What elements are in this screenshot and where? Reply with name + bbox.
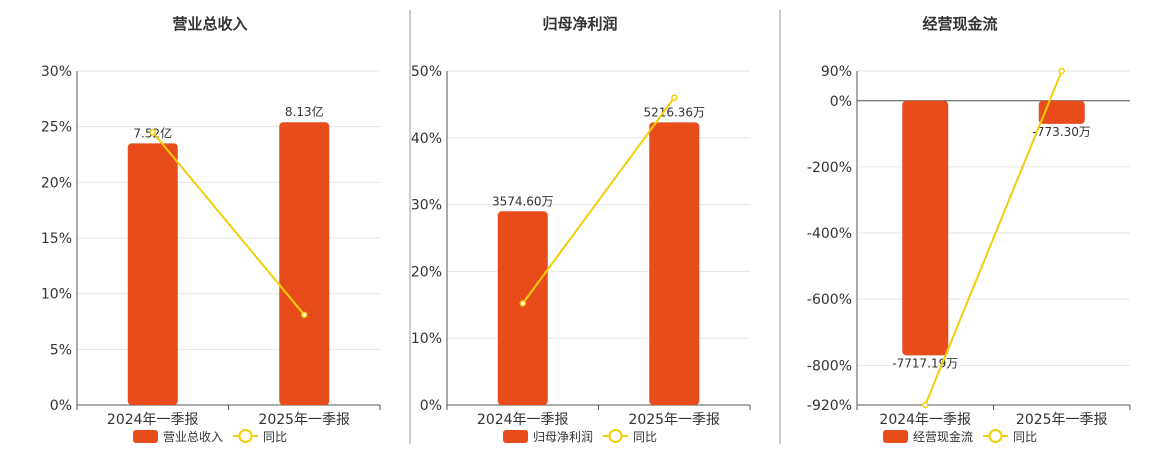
bar [127,143,178,405]
y-tick-label: -920% [807,398,852,414]
bar-data-label: -773.30万 [1033,125,1091,139]
yoy-line [924,70,1063,406]
legend-label: 同比 [633,430,657,444]
y-tick-label: 15% [41,231,72,247]
x-category-label: 2024年一季报 [107,412,199,428]
yoy-line [151,131,306,316]
y-tick-label: 30% [41,64,72,80]
y-tick-label: 10% [411,331,442,347]
bar [902,100,949,356]
legend-line-marker [238,429,253,443]
y-tick-label: -800% [807,358,852,374]
legend-label: 经营现金流 [913,429,973,444]
legend-label: 同比 [1013,430,1037,444]
chart-title: 营业总收入 [172,15,247,33]
x-category-label: 2024年一季报 [879,412,971,428]
legend-bar-swatch [133,430,158,443]
bar-data-label: 3574.60万 [492,194,554,208]
bar-data-label: 8.13亿 [285,104,324,119]
yoy-point [301,311,308,319]
legend-bar-swatch [503,430,528,443]
yoy-point [671,94,678,101]
x-category-label: 2024年一季报 [477,412,569,428]
legend-bar-swatch [883,430,908,443]
y-tick-label: 40% [411,131,442,147]
x-category-label: 2025年一季报 [258,412,350,428]
y-tick-label: 0% [50,398,72,414]
y-tick-label: 5% [50,342,72,358]
y-tick-label: 30% [411,198,442,214]
y-tick-label: 0% [420,398,442,414]
y-tick-label: -200% [807,160,852,176]
legend-label: 同比 [263,430,287,444]
yoy-line [521,97,676,305]
x-category-label: 2025年一季报 [628,412,720,428]
bar [497,211,548,405]
yoy-point [149,128,156,136]
y-tick-label: 90% [821,64,852,80]
y-tick-label: -400% [807,226,852,242]
bar [649,122,700,405]
legend-line-marker [608,429,623,443]
y-tick-label: -600% [807,292,852,308]
y-tick-label: 25% [41,120,72,136]
bar-data-label: 5216.36万 [643,105,705,119]
legend-label: 归母净利润 [533,430,593,444]
y-tick-label: 0% [830,94,852,110]
chart-title: 经营现金流 [922,15,997,33]
x-category-label: 2025年一季报 [1016,412,1108,428]
bar-data-label: -7717.19万 [892,356,958,370]
yoy-point [519,300,526,307]
chart-title: 归母净利润 [542,15,617,33]
yoy-point [922,401,929,409]
y-tick-label: 20% [41,175,72,191]
bar [279,122,330,406]
yoy-point [1058,67,1065,75]
y-tick-label: 50% [411,64,442,80]
legend-line-marker [988,429,1003,443]
y-tick-label: 10% [41,287,72,303]
legend-label: 营业总收入 [163,430,223,444]
bar [1038,100,1085,124]
y-tick-label: 20% [411,264,442,280]
